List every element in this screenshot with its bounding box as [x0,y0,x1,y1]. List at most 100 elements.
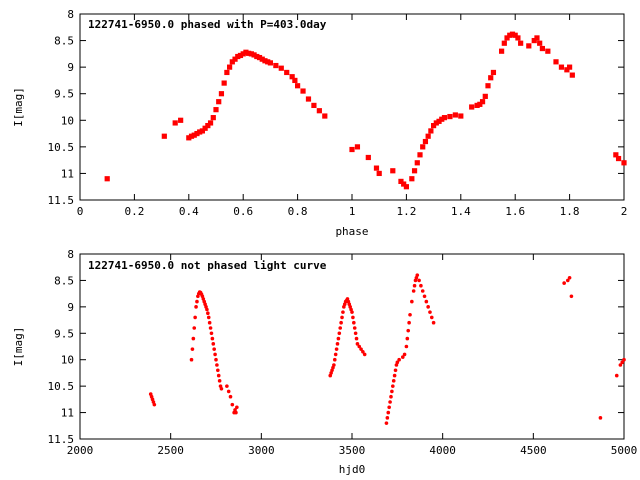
chart1-y-tick-label: 10.5 [48,141,75,154]
chart1-x-tick-label: 0 [77,205,84,218]
chart2-data-point [152,402,157,407]
chart1-data-point [553,59,559,65]
chart1-data-point [398,178,404,184]
chart2-data-point [386,410,391,415]
chart1-x-axis-label: phase [335,225,368,238]
chart2-data-point [216,368,220,373]
chart2-data-point [400,355,405,359]
chart1-y-tick-label: 8 [67,8,74,21]
chart1-data-point [216,99,222,105]
chart1-data-point [512,32,518,38]
chart2-data-point [391,384,395,388]
chart1-data-point [194,130,200,137]
chart1-data-point [526,43,532,49]
chart2-data-point [355,342,360,346]
chart2-data-point [410,299,414,304]
chart1-data-point [213,107,219,113]
chart1-data-point [227,64,233,70]
chart2-data-point [598,416,603,420]
chart2-data-point [352,326,357,330]
chart2-data-point [406,328,411,333]
chart2-data-point [354,336,359,341]
chart2-data-point [215,363,219,367]
chart2-data-point [219,386,224,391]
chart1-data-point [322,113,328,119]
chart1-data-point [452,112,458,118]
chart2-data-point [359,347,363,351]
chart2-data-point [562,281,566,285]
chart2-data-point [569,294,574,299]
chart1-data-point [409,176,415,182]
chart2-data-point [357,344,362,349]
chart1-data-point [485,83,491,89]
chart2-data-point [341,310,345,314]
chart2-data-point [428,310,432,314]
chart1-data-point [278,65,284,71]
chart1-data-point [292,77,298,84]
chart2-data-point [225,384,229,388]
chart1-data-point [411,168,418,174]
chart1-data-point [509,31,516,37]
chart1-data-point [474,102,480,109]
chart1-data-point [365,154,371,161]
chart2-data-point [353,331,358,336]
chart1-data-point [537,40,543,46]
chart1-data-point [161,133,167,139]
chart2-data-point [352,320,356,325]
chart2-data-point [212,347,216,351]
chart2-data-point [419,283,423,288]
chart1-data-point [515,35,521,41]
chart2-data-point [417,278,421,283]
chart1-data-point [436,118,442,124]
chart1-title: 122741-6950.0 phased with P=403.0day [88,18,327,31]
chart2-data-point [191,336,196,341]
chart1-data-point [265,59,271,65]
chart1-data-point [488,75,494,81]
chart2-data-point [209,331,214,336]
chart1-x-tick-label: 1 [349,205,356,218]
chart1-data-point [262,58,268,64]
chart1-x-tick-label: 1.6 [505,205,525,218]
chart1-data-point [490,69,497,76]
chart2-data-point [211,342,216,346]
chart1-data-point [401,181,407,187]
chart2-y-axis-label: I[mag] [12,327,25,367]
chart2-data-point [194,305,198,309]
chart1-data-point [305,96,312,102]
chart2-x-tick-label: 5000 [611,444,638,457]
chart2-data-point [388,400,392,404]
chart1-data-point [479,99,486,105]
chart2-data-point [387,405,391,410]
chart1-data-point [229,59,235,65]
chart1-x-tick-label: 0.4 [179,205,199,218]
chart1-data-point [545,48,551,54]
chart2-y-tick-label: 8.5 [54,274,74,287]
chart2-title: 122741-6950.0 not phased light curve [88,259,327,272]
chart1-data-point [254,53,260,60]
chart1-data-point [613,152,619,158]
chart2-data-point [190,347,195,351]
chart1-data-point [447,113,453,120]
chart2-data-point [195,299,199,304]
chart1-data-point [417,152,423,158]
chart2-data-point [230,402,235,407]
chart2-data-point [618,363,623,367]
chart1-data-point [191,132,197,138]
chart1-y-tick-label: 11 [61,167,74,180]
chart1-x-tick-label: 1.2 [396,205,416,218]
chart1-y-axis-label: I[mag] [12,87,25,127]
chart2-data-point [340,315,344,320]
chart1-data-point [428,128,434,134]
chart1-data-point [518,40,524,46]
chart1-data-point [300,88,306,94]
chart2-data-point [214,357,218,362]
chart1-data-point [433,120,439,126]
chart2-data-point [228,394,233,399]
chart1-data-point [202,125,208,131]
chart2-data-point [217,379,222,383]
chart2-y-tick-label: 10 [61,354,74,367]
chart1-data-point [104,176,110,182]
chart1-data-point [295,83,301,89]
chart2-x-axis-label: hjd0 [339,463,366,476]
